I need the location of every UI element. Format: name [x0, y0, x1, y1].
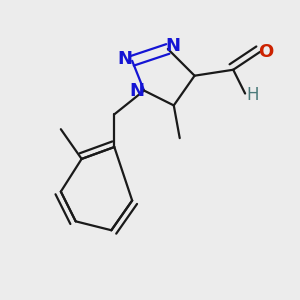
Text: N: N	[129, 82, 144, 100]
Text: H: H	[246, 86, 259, 104]
Text: N: N	[166, 37, 181, 55]
Text: N: N	[117, 50, 132, 68]
Text: O: O	[258, 43, 274, 61]
